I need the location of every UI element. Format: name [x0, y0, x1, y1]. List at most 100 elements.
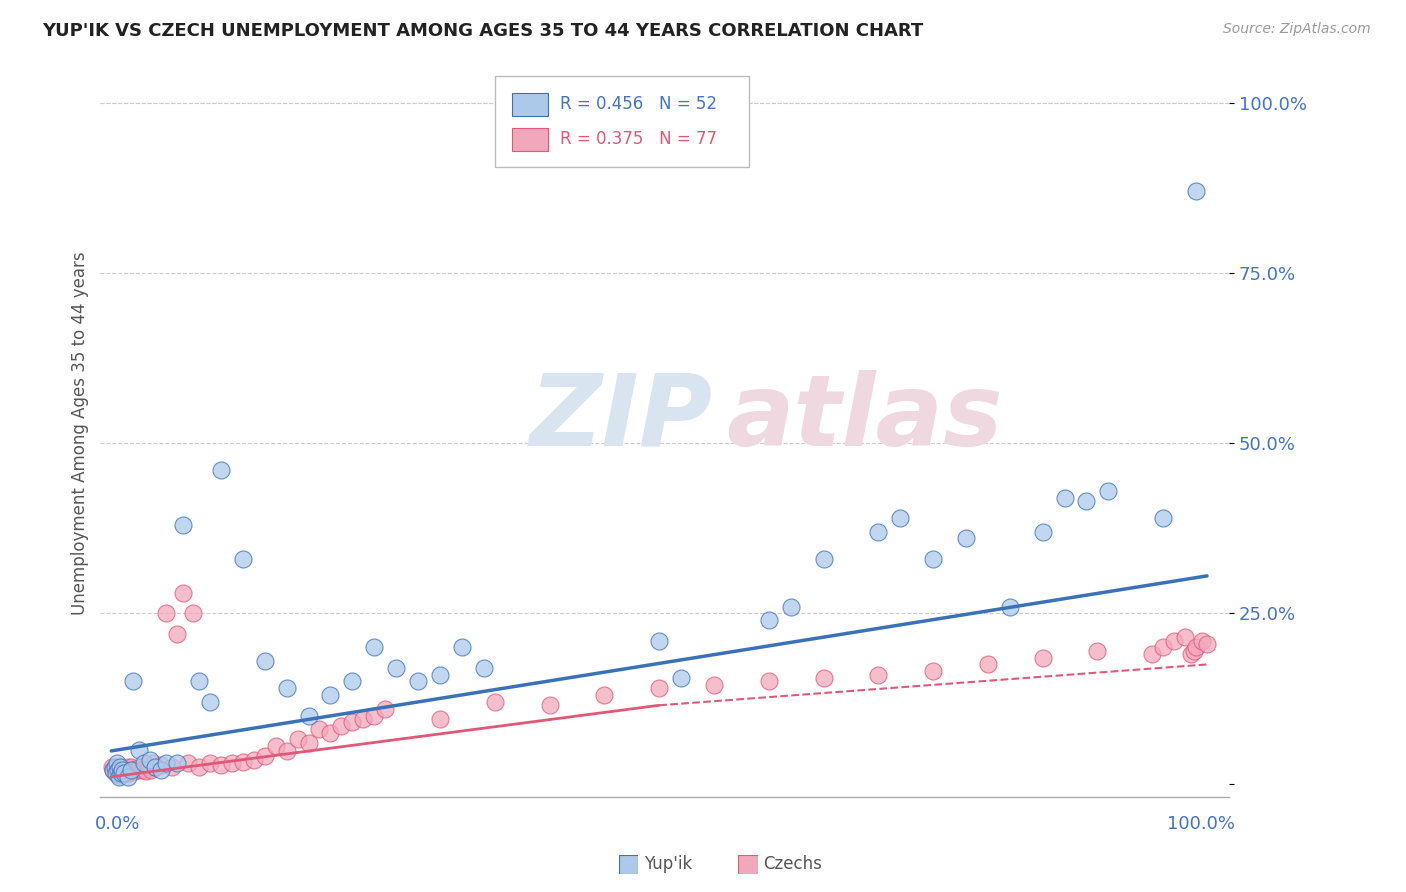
Point — [593, 688, 616, 702]
Text: atlas: atlas — [727, 370, 1004, 467]
Point — [352, 712, 374, 726]
Point — [342, 715, 364, 730]
Point — [134, 762, 156, 776]
Point — [166, 627, 188, 641]
Bar — [512, 93, 548, 116]
Point — [813, 552, 835, 566]
Point — [538, 698, 561, 713]
Point — [342, 674, 364, 689]
Point — [484, 695, 506, 709]
Point — [138, 759, 160, 773]
Point — [108, 768, 131, 782]
Point — [232, 755, 254, 769]
Point — [1191, 633, 1213, 648]
Point — [1097, 483, 1119, 498]
Point — [134, 756, 156, 771]
Point — [111, 763, 134, 777]
Point — [889, 511, 911, 525]
Point — [1163, 633, 1185, 648]
Point — [105, 756, 128, 771]
Point — [177, 756, 200, 771]
Point — [451, 640, 474, 655]
Point — [108, 759, 131, 773]
Point — [758, 674, 780, 689]
Point — [101, 759, 124, 773]
Point — [172, 586, 194, 600]
Point — [198, 695, 221, 709]
Point — [868, 667, 890, 681]
Point — [648, 681, 671, 696]
Point — [128, 742, 150, 756]
Point — [648, 633, 671, 648]
Text: Czechs: Czechs — [763, 855, 823, 873]
Point — [103, 763, 125, 777]
Text: Yup'ik: Yup'ik — [644, 855, 692, 873]
Point — [111, 763, 134, 777]
Point — [276, 744, 298, 758]
Point — [105, 762, 128, 776]
Point — [868, 524, 890, 539]
Point — [143, 759, 166, 773]
Point — [242, 753, 264, 767]
Text: R = 0.375   N = 77: R = 0.375 N = 77 — [560, 130, 717, 148]
Point — [429, 712, 451, 726]
Point — [209, 463, 232, 477]
Point — [160, 759, 183, 773]
Point — [1032, 650, 1054, 665]
Point — [108, 770, 131, 784]
Point — [114, 766, 136, 780]
Point — [363, 708, 385, 723]
Point — [107, 763, 129, 777]
Point — [188, 674, 211, 689]
Point — [120, 759, 142, 773]
Point — [308, 722, 330, 736]
Point — [110, 766, 132, 780]
Point — [121, 764, 143, 779]
Point — [117, 759, 139, 773]
Point — [1185, 640, 1208, 655]
Point — [1152, 511, 1174, 525]
Point — [128, 759, 150, 773]
Point — [104, 766, 127, 780]
Point — [103, 763, 125, 777]
Point — [155, 756, 177, 771]
Point — [276, 681, 298, 696]
Point — [209, 757, 232, 772]
Point — [112, 762, 135, 776]
Point — [253, 654, 276, 668]
Point — [1174, 630, 1197, 644]
Point — [104, 759, 127, 773]
Point — [1087, 644, 1109, 658]
Point — [183, 607, 205, 621]
Point — [1182, 644, 1205, 658]
Point — [1152, 640, 1174, 655]
Text: YUP'IK VS CZECH UNEMPLOYMENT AMONG AGES 35 TO 44 YEARS CORRELATION CHART: YUP'IK VS CZECH UNEMPLOYMENT AMONG AGES … — [42, 22, 924, 40]
Point — [1076, 494, 1098, 508]
Point — [319, 688, 342, 702]
Point — [114, 764, 136, 779]
Point — [922, 552, 945, 566]
Point — [406, 674, 429, 689]
Point — [124, 764, 146, 779]
Point — [977, 657, 1000, 672]
Point — [118, 763, 141, 777]
Bar — [512, 128, 548, 151]
Point — [221, 756, 243, 771]
Y-axis label: Unemployment Among Ages 35 to 44 years: Unemployment Among Ages 35 to 44 years — [72, 251, 89, 615]
Text: ZIP: ZIP — [529, 370, 713, 467]
Point — [143, 759, 166, 773]
Point — [114, 766, 136, 780]
Point — [779, 599, 801, 614]
Point — [998, 599, 1021, 614]
Point — [138, 753, 160, 767]
Point — [330, 719, 353, 733]
Point — [166, 756, 188, 771]
Point — [110, 764, 132, 779]
Point — [319, 725, 342, 739]
Point — [1053, 491, 1076, 505]
Point — [955, 532, 977, 546]
Point — [1032, 524, 1054, 539]
Point — [1180, 647, 1202, 661]
Point — [922, 665, 945, 679]
Point — [142, 756, 165, 771]
